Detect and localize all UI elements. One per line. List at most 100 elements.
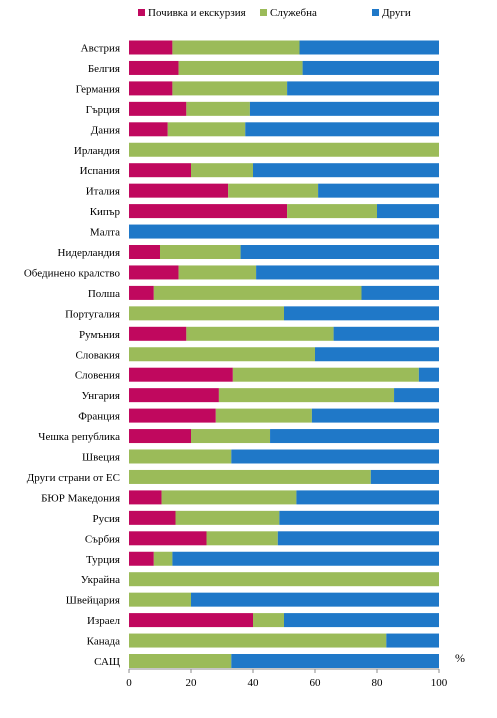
legend-label-1: Почивка и екскурзия (148, 7, 246, 19)
bar-segment-австрия-s1 (129, 40, 173, 55)
bar-segment-швейцария-s2 (129, 592, 191, 607)
category-label: Сърбия (85, 533, 120, 545)
bar-segment-нидерландия-s1 (129, 245, 160, 259)
bar-segment-сащ-s3 (231, 654, 439, 668)
bar-segment-сърбия-s1 (129, 531, 207, 546)
legend-label-3: Други (382, 7, 411, 19)
bar-segment-швеция-s3 (231, 449, 439, 464)
bar-segment-кипър-s3 (377, 204, 439, 219)
unit-label: % (455, 651, 465, 665)
bar-segment-испания-s1 (129, 163, 191, 178)
bar-segment-кипър-s2 (287, 204, 377, 219)
category-label: Словения (75, 370, 120, 382)
bar-segment-италия-s1 (129, 183, 229, 198)
bar-segment-полша-s1 (129, 285, 154, 300)
category-label: Русия (93, 513, 120, 525)
bar-segment-белгия-s3 (302, 60, 439, 75)
bar-segment-бюр-македония-s3 (296, 490, 439, 505)
bar-segment-испания-s2 (191, 163, 253, 178)
bar-segment-кипър-s1 (129, 204, 288, 219)
bar-segment-полша-s3 (361, 285, 439, 300)
legend: Почивка и екскурзия Служебна Други (138, 7, 411, 19)
category-label: Румъния (79, 329, 120, 341)
bar-segment-канада-s3 (386, 633, 439, 648)
bar-segment-гърция-s3 (249, 101, 439, 116)
bar-segment-израел-s2 (253, 613, 284, 628)
category-label: Португалия (65, 308, 120, 320)
bar-segment-словакия-s3 (315, 347, 439, 362)
bar-segment-унгария-s3 (394, 388, 439, 403)
bar-segment-франция-s3 (311, 408, 439, 423)
bar-segment-израел-s3 (284, 613, 439, 628)
bar-segment-нидерландия-s3 (240, 245, 439, 259)
bar-segment-други-страни-от-ес-s3 (370, 469, 439, 484)
category-label: Чешка република (38, 431, 120, 443)
category-label: Полша (88, 288, 120, 300)
bar-segment-сърбия-s3 (277, 531, 439, 546)
bar-segment-словакия-s2 (129, 347, 315, 362)
bar-segment-израел-s1 (129, 613, 253, 628)
category-label: Унгария (81, 390, 120, 402)
bar-segment-швейцария-s3 (191, 592, 439, 607)
bar-segment-обединено-кралство-s3 (256, 265, 439, 280)
bar-segment-други-страни-от-ес-s2 (129, 469, 371, 484)
bar-segment-унгария-s1 (129, 388, 219, 403)
bar-segment-бюр-македония-s2 (161, 490, 297, 505)
bar-segment-германия-s2 (172, 81, 288, 96)
legend-swatch-2 (260, 9, 267, 16)
bar-segment-украйна-s2 (129, 572, 439, 587)
category-label: Испания (80, 165, 120, 177)
bar-segment-турция-s3 (172, 551, 439, 566)
x-tick-label: 60 (310, 677, 322, 689)
category-labels: Австрия Белгия Германия Гърция Дания Ирландия… (24, 43, 121, 669)
x-tick-label: 20 (186, 677, 198, 689)
category-label: Гърция (86, 104, 120, 116)
bar-segment-унгария-s2 (218, 388, 395, 403)
bar-segment-обединено-кралство-s2 (178, 265, 257, 280)
bar-segment-русия-s1 (129, 510, 176, 525)
category-label: Канада (87, 636, 120, 648)
bar-segment-португалия-s2 (129, 306, 284, 321)
bar-segment-чешка-република-s2 (191, 429, 271, 444)
category-label: Малта (90, 227, 120, 239)
bar-segment-франция-s1 (129, 408, 216, 423)
bar-segment-чешка-република-s1 (129, 429, 191, 444)
bar-segment-австрия-s2 (172, 40, 300, 55)
bar-segment-бюр-македония-s1 (129, 490, 162, 505)
category-label: Швейцария (66, 595, 120, 607)
bar-segment-словения-s2 (232, 367, 419, 382)
category-label: Израел (87, 615, 121, 627)
category-label: Австрия (81, 43, 120, 55)
bar-segment-канада-s2 (129, 633, 387, 648)
x-tick-label: 100 (431, 677, 448, 689)
bar-segment-дания-s1 (129, 122, 168, 137)
category-label: Кипър (90, 206, 121, 218)
bar-segment-гърция-s1 (129, 101, 187, 116)
bar-segment-турция-s1 (129, 551, 154, 566)
bar-segment-румъния-s2 (186, 326, 334, 341)
bar-segment-германия-s3 (287, 81, 439, 96)
category-label: Италия (86, 186, 120, 198)
bar-segment-чешка-република-s3 (270, 429, 439, 444)
category-label: Словакия (75, 349, 120, 361)
legend-label-2: Служебна (270, 7, 317, 19)
bar-segment-ирландия-s2 (129, 142, 439, 157)
x-tick-label: 80 (372, 677, 384, 689)
category-label: Дания (91, 124, 120, 136)
bar-segment-швеция-s2 (129, 449, 232, 464)
x-tick-label: 40 (248, 677, 260, 689)
bar-segment-румъния-s1 (129, 326, 187, 341)
bar-segment-сащ-s2 (129, 654, 232, 668)
category-label: Ирландия (74, 145, 120, 157)
category-label: Нидерландия (58, 247, 120, 259)
bar-segment-австрия-s3 (299, 40, 439, 55)
bar-segment-словения-s1 (129, 367, 233, 382)
category-label: Белгия (88, 63, 120, 75)
bar-segment-германия-s1 (129, 81, 173, 96)
category-label: Швеция (82, 452, 120, 464)
bar-segment-русия-s3 (279, 510, 439, 525)
bar-segment-португалия-s3 (284, 306, 439, 321)
x-axis: 0 20 40 60 80 100 (126, 668, 448, 689)
